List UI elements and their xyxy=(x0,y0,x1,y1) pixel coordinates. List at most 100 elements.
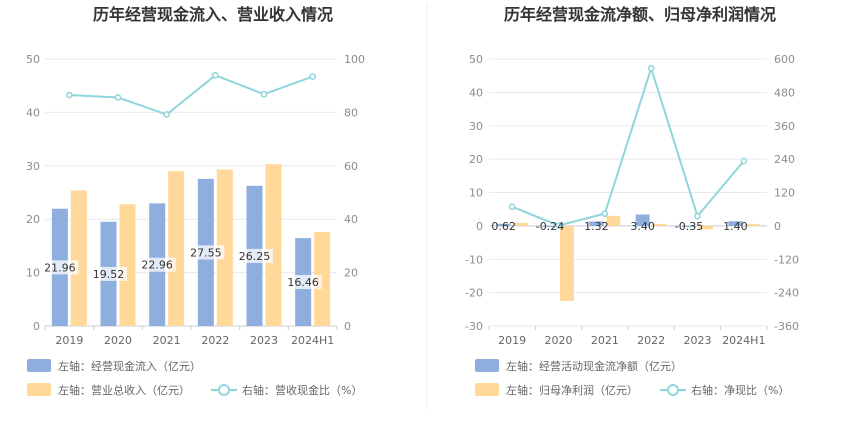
bar-secondary xyxy=(119,204,136,326)
data-label: 1.32 xyxy=(584,220,609,233)
x-axis-tick-label: 2022 xyxy=(201,334,229,347)
bar-secondary xyxy=(560,225,574,301)
x-axis-tick-label: 2019 xyxy=(498,334,526,347)
data-label: 0.62 xyxy=(491,220,516,233)
bar-secondary xyxy=(513,222,528,226)
bar-secondary xyxy=(652,223,667,226)
data-label: 21.96 xyxy=(44,261,76,274)
right-axis-tick: 600 xyxy=(774,53,795,66)
x-axis-tick-label: 2024H1 xyxy=(722,334,765,347)
left-axis-tick: -10 xyxy=(465,253,483,266)
right-axis-tick: 80 xyxy=(344,106,358,119)
bar-secondary xyxy=(699,225,713,230)
chart-title: 历年经营现金流入、营业收入情况 xyxy=(93,5,333,24)
x-axis-tick-label: 2020 xyxy=(104,334,132,347)
panel-net-cashflow-profit: 历年经营现金流净额、归母净利润情况 -30 -20 -10 0 10 20 30 40 50 -36… xyxy=(465,5,799,397)
bar-secondary xyxy=(216,169,233,326)
data-label-bg xyxy=(187,245,225,260)
right-axis-tick: 480 xyxy=(774,86,795,99)
left-axis-tick: 40 xyxy=(469,86,483,99)
ratio-point xyxy=(601,210,609,217)
right-axis-tick: -120 xyxy=(774,253,799,266)
right-axis-tick: 240 xyxy=(774,153,795,166)
ratio-point xyxy=(647,64,655,72)
ratio-point xyxy=(114,94,122,101)
left-axis-tick: 10 xyxy=(26,267,40,280)
x-axis-tick-label: 2022 xyxy=(637,334,665,347)
left-axis-tick: 0 xyxy=(476,220,483,233)
x-axis-tick-label: 2021 xyxy=(591,334,619,347)
legend-label: 左轴：经营现金流入（亿元） xyxy=(58,359,201,373)
left-axis-tick: 50 xyxy=(469,53,483,66)
legend-swatch xyxy=(475,383,499,396)
bar-primary xyxy=(635,214,650,226)
bar-primary xyxy=(682,225,696,228)
right-axis-tick: 360 xyxy=(774,120,795,133)
data-label: 26.25 xyxy=(239,250,271,263)
data-label: -0.35 xyxy=(675,220,703,233)
right-axis-tick: 120 xyxy=(774,187,795,200)
left-axis-tick: -30 xyxy=(465,320,483,333)
ratio-point xyxy=(508,203,516,211)
bar-secondary xyxy=(70,190,87,326)
data-label: 3.40 xyxy=(630,220,655,233)
ratio-point xyxy=(260,90,268,98)
data-label: 1.40 xyxy=(723,220,748,233)
ratio-line xyxy=(511,64,745,227)
bar-primary xyxy=(589,221,604,226)
right-axis-tick: 100 xyxy=(344,53,365,66)
left-axis-tick: 10 xyxy=(469,187,483,200)
x-axis-tick-label: 2020 xyxy=(545,334,573,347)
ratio-point xyxy=(65,91,73,99)
data-label: 16.46 xyxy=(287,276,319,289)
legend-marker xyxy=(218,384,230,396)
left-axis-tick: 20 xyxy=(26,213,40,226)
ratio-point xyxy=(694,212,701,220)
data-label: 22.96 xyxy=(141,259,173,272)
x-axis-tick-label: 2021 xyxy=(153,334,181,347)
left-axis-tick: -20 xyxy=(465,287,483,300)
right-axis-tick: 60 xyxy=(344,160,358,173)
x-axis-tick-label: 2019 xyxy=(55,334,83,347)
chart-title: 历年经营现金流净额、归母净利润情况 xyxy=(504,5,776,24)
right-axis-tick: -240 xyxy=(774,287,799,300)
right-axis-tick: 0 xyxy=(774,220,781,233)
ratio-point xyxy=(309,73,317,80)
left-axis-tick: 30 xyxy=(26,160,40,173)
legend-swatch xyxy=(27,383,51,396)
bar-primary xyxy=(543,225,557,227)
bar-secondary xyxy=(265,164,282,326)
legend-label: 左轴：归母净利润（亿元） xyxy=(506,383,638,397)
ratio-point xyxy=(740,157,748,165)
data-label-bg xyxy=(90,266,127,281)
left-axis-tick: 50 xyxy=(26,53,40,66)
legend-label: 右轴：营收现金比（%） xyxy=(242,383,362,397)
data-label: 19.52 xyxy=(93,268,125,281)
bar-primary xyxy=(496,223,511,226)
bar-secondary xyxy=(168,171,185,326)
x-axis-tick-label: 2023 xyxy=(684,334,712,347)
bar-secondary xyxy=(606,215,621,226)
data-label: -0.24 xyxy=(536,220,564,233)
legend-swatch xyxy=(27,359,51,372)
data-label-bg xyxy=(284,275,322,290)
data-label-bg xyxy=(236,248,273,263)
bar-secondary xyxy=(745,223,760,226)
left-axis-tick: 20 xyxy=(469,153,483,166)
legend-swatch xyxy=(475,359,499,372)
left-axis-tick: 0 xyxy=(33,320,40,333)
left-axis-tick: 40 xyxy=(26,106,40,119)
data-label-bg xyxy=(138,257,176,272)
right-axis-tick: 0 xyxy=(344,320,351,333)
ratio-point xyxy=(555,222,562,229)
legend-label: 左轴：营业总收入（亿元） xyxy=(58,383,190,397)
legend-label: 右轴：净现比（%） xyxy=(691,383,789,397)
data-label-bg xyxy=(41,260,79,275)
ratio-point xyxy=(163,111,171,118)
right-axis-tick: 40 xyxy=(344,213,358,226)
ratio-line xyxy=(69,74,314,116)
x-axis-tick-label: 2023 xyxy=(250,334,278,347)
legend-marker xyxy=(667,384,679,396)
